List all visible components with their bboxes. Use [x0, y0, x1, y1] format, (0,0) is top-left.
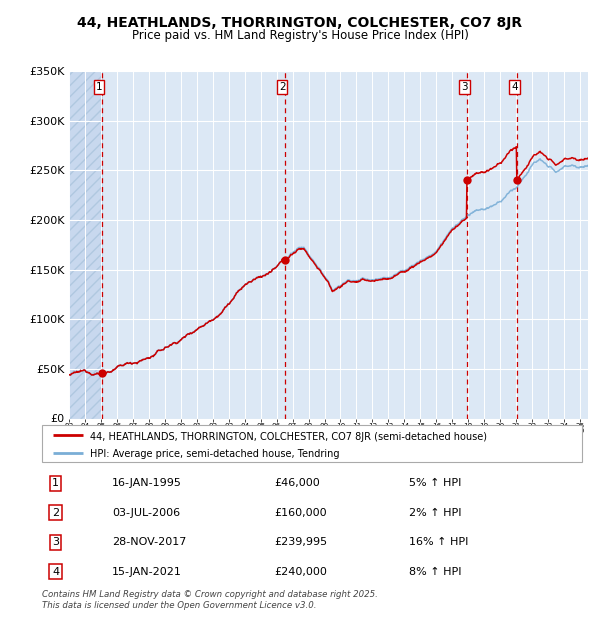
Text: 2: 2 [279, 82, 286, 92]
Text: Price paid vs. HM Land Registry's House Price Index (HPI): Price paid vs. HM Land Registry's House … [131, 29, 469, 42]
Text: 3: 3 [52, 538, 59, 547]
Text: 4: 4 [52, 567, 59, 577]
Text: 1: 1 [52, 479, 59, 489]
Text: 03-JUL-2006: 03-JUL-2006 [112, 508, 181, 518]
Text: 8% ↑ HPI: 8% ↑ HPI [409, 567, 462, 577]
Text: Contains HM Land Registry data © Crown copyright and database right 2025.: Contains HM Land Registry data © Crown c… [42, 590, 378, 600]
Text: 2: 2 [52, 508, 59, 518]
Text: 16% ↑ HPI: 16% ↑ HPI [409, 538, 469, 547]
Text: HPI: Average price, semi-detached house, Tendring: HPI: Average price, semi-detached house,… [89, 450, 339, 459]
FancyBboxPatch shape [42, 425, 582, 462]
Text: £240,000: £240,000 [274, 567, 327, 577]
Text: 44, HEATHLANDS, THORRINGTON, COLCHESTER, CO7 8JR (semi-detached house): 44, HEATHLANDS, THORRINGTON, COLCHESTER,… [89, 432, 487, 441]
Text: 44, HEATHLANDS, THORRINGTON, COLCHESTER, CO7 8JR: 44, HEATHLANDS, THORRINGTON, COLCHESTER,… [77, 16, 523, 30]
Text: 28-NOV-2017: 28-NOV-2017 [112, 538, 187, 547]
Text: £239,995: £239,995 [274, 538, 328, 547]
Text: 16-JAN-1995: 16-JAN-1995 [112, 479, 182, 489]
Text: 1: 1 [96, 82, 103, 92]
Text: 15-JAN-2021: 15-JAN-2021 [112, 567, 182, 577]
Text: £46,000: £46,000 [274, 479, 320, 489]
Text: £160,000: £160,000 [274, 508, 327, 518]
Text: 5% ↑ HPI: 5% ↑ HPI [409, 479, 461, 489]
Text: 4: 4 [511, 82, 518, 92]
Text: This data is licensed under the Open Government Licence v3.0.: This data is licensed under the Open Gov… [42, 601, 317, 611]
Text: 2% ↑ HPI: 2% ↑ HPI [409, 508, 462, 518]
Bar [69, 71, 101, 419]
Text: 3: 3 [461, 82, 468, 92]
